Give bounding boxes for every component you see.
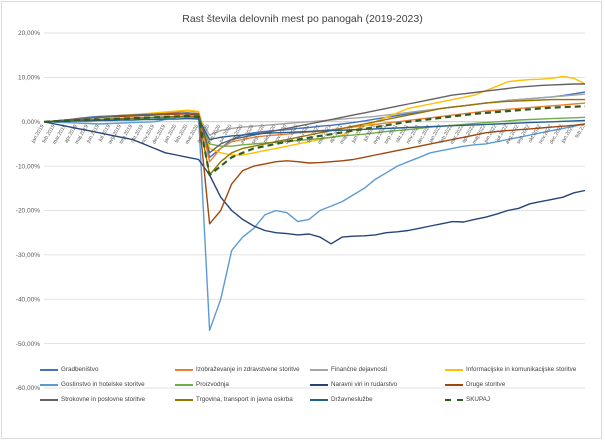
legend-item: Druge storitve bbox=[445, 381, 580, 388]
y-tick-label: 20,00% bbox=[18, 30, 40, 37]
legend-row: Strokovne in poslovne storitve Trgovina, … bbox=[40, 392, 580, 407]
legend-label: Državneslužbe bbox=[331, 396, 373, 403]
series-line bbox=[43, 105, 586, 177]
legend-swatch bbox=[310, 383, 328, 386]
series-line bbox=[43, 121, 586, 245]
y-tick-label: 0,00% bbox=[22, 119, 41, 126]
legend-label: Gradbeništvo bbox=[61, 366, 99, 373]
legend-label: SKUPAJ bbox=[466, 396, 491, 403]
legend-label: Trgovina, transport in javna oskrba bbox=[196, 396, 293, 403]
legend-item: Gostinstvo in hotelske storitve bbox=[40, 381, 175, 388]
legend-swatch bbox=[40, 383, 58, 386]
legend-label: Informacijske in komunikacijske storitve bbox=[466, 366, 577, 373]
legend-item: Trgovina, transport in javna oskrba bbox=[175, 396, 310, 403]
y-tick-label: -30,00% bbox=[16, 252, 40, 259]
legend-label: Izobraževanje in zdravstvene storitve bbox=[196, 366, 300, 373]
series-line bbox=[43, 117, 586, 141]
legend-label: Finančne dejavnosti bbox=[331, 366, 388, 373]
y-tick-label: -10,00% bbox=[16, 163, 40, 170]
legend-item: SKUPAJ bbox=[445, 396, 580, 403]
legend-item: Finančne dejavnosti bbox=[310, 366, 445, 373]
legend-row: Gostinstvo in hotelske storitve Proizvodn… bbox=[40, 377, 580, 392]
legend-swatch bbox=[310, 398, 328, 401]
legend-item: Naravni viri in rudarstvo bbox=[310, 381, 445, 388]
chart-title: Rast števila delovnih mest po panogah (2… bbox=[182, 13, 423, 25]
legend-swatch bbox=[445, 383, 463, 386]
legend-item: Gradbeništvo bbox=[40, 366, 175, 373]
y-tick-label: -40,00% bbox=[16, 296, 40, 303]
legend-swatch bbox=[445, 368, 463, 371]
legend-label: Naravni viri in rudarstvo bbox=[331, 381, 398, 388]
legend-swatch bbox=[175, 398, 193, 401]
legend-item: Proizvodnja bbox=[175, 381, 310, 388]
y-tick-label: -50,00% bbox=[16, 341, 40, 348]
legend-swatch bbox=[445, 398, 463, 401]
y-tick-label: -60,00% bbox=[16, 385, 40, 392]
legend-swatch bbox=[175, 383, 193, 386]
legend-swatch bbox=[310, 368, 328, 371]
series-line bbox=[43, 113, 586, 225]
legend-item: Državneslužbe bbox=[310, 396, 445, 403]
legend-swatch bbox=[40, 368, 58, 371]
series-line bbox=[43, 114, 586, 331]
y-tick-label: -20,00% bbox=[16, 208, 40, 215]
legend-item: Strokovne in poslovne storitve bbox=[40, 396, 175, 403]
series-line bbox=[43, 83, 585, 154]
legend-item: Informacijske in komunikacijske storitve bbox=[445, 366, 580, 373]
legend-row: Gradbeništvo Izobraževanje in zdravstvene… bbox=[40, 362, 580, 377]
legend-label: Strokovne in poslovne storitve bbox=[61, 396, 146, 403]
y-tick-label: 10,00% bbox=[18, 75, 40, 82]
legend-swatch bbox=[175, 368, 193, 371]
legend-label: Gostinstvo in hotelske storitve bbox=[61, 381, 145, 388]
legend-item: Izobraževanje in zdravstvene storitve bbox=[175, 366, 310, 373]
legend-label: Druge storitve bbox=[466, 381, 506, 388]
legend-label: Proizvodnja bbox=[196, 381, 229, 388]
legend-swatch bbox=[40, 398, 58, 401]
chart-legend: Gradbeništvo Izobraževanje in zdravstvene… bbox=[40, 362, 580, 407]
